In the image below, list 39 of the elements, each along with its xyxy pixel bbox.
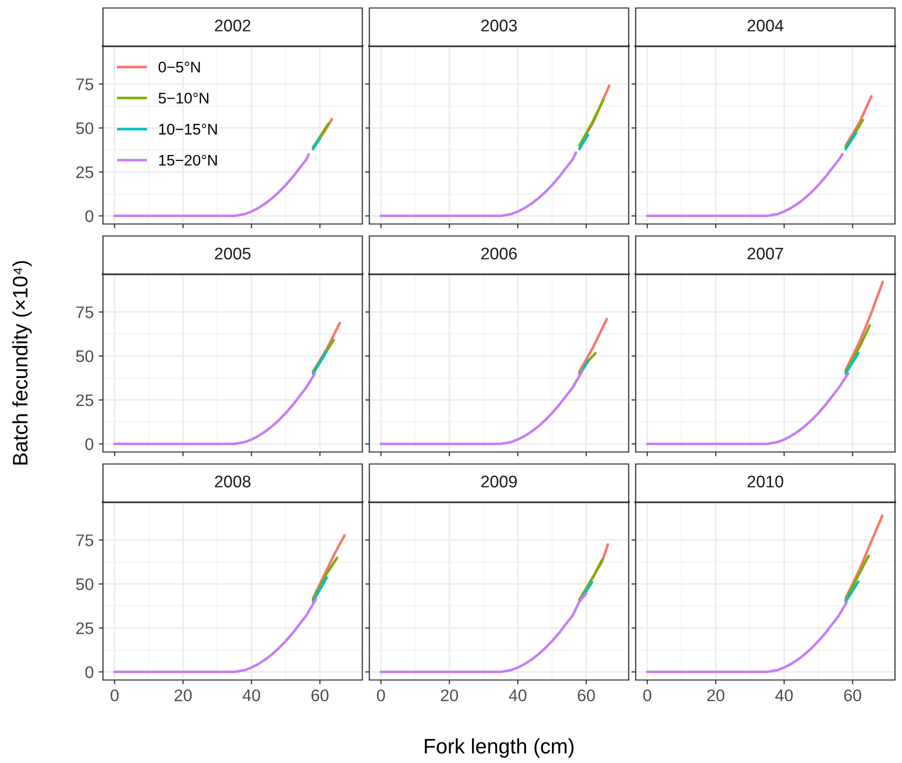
chart-title: 2008 (214, 476, 250, 488)
legend-label: 15−20°N (159, 154, 217, 166)
x-tick-label: 40 (508, 689, 526, 702)
y-tick-label: 0 (85, 438, 94, 450)
x-axis-title: Fork length (cm) (424, 738, 574, 758)
x-tick-label: 40 (242, 689, 260, 702)
x-tick-label: 20 (707, 689, 724, 702)
x-tick-label: 0 (643, 689, 652, 702)
chart-title: 2005 (214, 248, 251, 260)
y-axis-title: Batch fecundity (×10⁴) (12, 261, 32, 464)
x-tick-label: 40 (775, 689, 793, 702)
y-tick-label: 0 (85, 210, 94, 222)
y-tick-label: 0 (85, 666, 94, 678)
x-tick-label: 60 (311, 689, 329, 702)
y-tick-label: 50 (76, 350, 94, 362)
x-tick-label: 60 (578, 689, 595, 702)
chart-title: 2006 (481, 248, 517, 260)
x-tick-label: 60 (844, 689, 862, 702)
chart-title: 2007 (748, 248, 784, 260)
legend-label: 10−15°N (159, 124, 217, 135)
y-tick-label: 50 (76, 578, 94, 590)
chart-title: 2010 (748, 476, 784, 488)
y-tick-label: 25 (76, 166, 94, 178)
legend-label: 5−10°N (158, 92, 208, 104)
y-tick-label: 25 (76, 394, 94, 406)
y-tick-label: 50 (76, 122, 94, 134)
chart-title: 2009 (481, 476, 517, 488)
x-tick-label: 0 (110, 689, 119, 702)
x-tick-label: 0 (376, 689, 385, 702)
chart-title: 2004 (748, 20, 784, 32)
y-tick-label: 75 (76, 534, 94, 546)
x-tick-label: 20 (440, 689, 458, 702)
legend-label: 0−5°N (158, 62, 200, 72)
chart-title: 2002 (214, 20, 250, 32)
y-tick-label: 25 (76, 622, 94, 634)
y-tick-label: 75 (76, 306, 94, 318)
x-tick-label: 20 (174, 689, 192, 702)
chart-title: 2003 (481, 20, 517, 32)
y-tick-label: 75 (76, 78, 94, 90)
